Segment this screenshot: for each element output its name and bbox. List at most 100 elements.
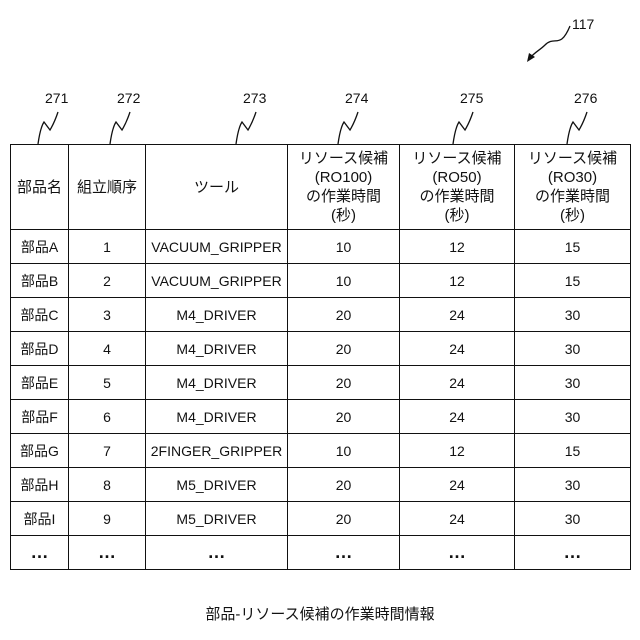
column-ref-label: 273 xyxy=(243,90,266,106)
leader-line xyxy=(38,112,58,144)
header-line: 組立順序 xyxy=(69,178,145,197)
table-cell: 30 xyxy=(515,502,631,536)
header-line: リソース候補 xyxy=(515,149,630,168)
table-row: 部品B2VACUUM_GRIPPER101215 xyxy=(11,264,631,298)
table-cell: 20 xyxy=(288,468,400,502)
header-line: (秒) xyxy=(400,206,514,225)
table-cell: 12 xyxy=(400,434,515,468)
table-cell: 部品F xyxy=(11,400,69,434)
table-cell: 20 xyxy=(288,332,400,366)
table-row: ……………… xyxy=(11,536,631,570)
table-cell: 20 xyxy=(288,298,400,332)
leader-line xyxy=(338,112,358,144)
table-cell: 24 xyxy=(400,400,515,434)
table-cell: 部品E xyxy=(11,366,69,400)
figure-arrow xyxy=(530,26,570,58)
table-cell: 8 xyxy=(69,468,146,502)
table-cell: 30 xyxy=(515,298,631,332)
table-cell: 2 xyxy=(69,264,146,298)
table-cell: 12 xyxy=(400,230,515,264)
table-cell: 部品H xyxy=(11,468,69,502)
leader-lines xyxy=(0,0,640,160)
leader-line xyxy=(567,112,587,144)
table-row: 部品H8M5_DRIVER202430 xyxy=(11,468,631,502)
table-cell: 15 xyxy=(515,230,631,264)
table-cell: M4_DRIVER xyxy=(146,332,288,366)
header-line: (RO30) xyxy=(515,168,630,187)
table-cell: … xyxy=(288,536,400,570)
table-cell: 24 xyxy=(400,502,515,536)
table-cell: M5_DRIVER xyxy=(146,468,288,502)
header-line: リソース候補 xyxy=(288,149,399,168)
table-cell: 10 xyxy=(288,264,400,298)
table-cell: 30 xyxy=(515,400,631,434)
table-cell: 1 xyxy=(69,230,146,264)
table-cell: 20 xyxy=(288,400,400,434)
table-cell: … xyxy=(146,536,288,570)
table-cell: 部品I xyxy=(11,502,69,536)
table-cell: … xyxy=(515,536,631,570)
header-line: ツール xyxy=(146,178,287,197)
caption: 部品-リソース候補の作業時間情報 xyxy=(0,603,640,624)
table-row: 部品A1VACUUM_GRIPPER101215 xyxy=(11,230,631,264)
table-cell: 24 xyxy=(400,332,515,366)
table-cell: 30 xyxy=(515,366,631,400)
column-ref-label: 276 xyxy=(574,90,597,106)
column-ref-label: 275 xyxy=(460,90,483,106)
table-cell: 12 xyxy=(400,264,515,298)
table-cell: M4_DRIVER xyxy=(146,298,288,332)
header-line: 部品名 xyxy=(11,178,68,197)
table-cell: 20 xyxy=(288,366,400,400)
table-cell: 部品B xyxy=(11,264,69,298)
header-line: (RO50) xyxy=(400,168,514,187)
table-cell: 10 xyxy=(288,434,400,468)
column-header: リソース候補(RO50)の作業時間(秒) xyxy=(400,145,515,230)
leader-line xyxy=(110,112,130,144)
table-row: 部品G72FINGER_GRIPPER101215 xyxy=(11,434,631,468)
table-cell: 20 xyxy=(288,502,400,536)
table-cell: 6 xyxy=(69,400,146,434)
table-cell: 部品C xyxy=(11,298,69,332)
table-cell: … xyxy=(69,536,146,570)
table-row: 部品D4M4_DRIVER202430 xyxy=(11,332,631,366)
table-row: 部品E5M4_DRIVER202430 xyxy=(11,366,631,400)
column-ref-label: 271 xyxy=(45,90,68,106)
column-header: リソース候補(RO100)の作業時間(秒) xyxy=(288,145,400,230)
table-cell: M5_DRIVER xyxy=(146,502,288,536)
table-cell: … xyxy=(11,536,69,570)
column-header: リソース候補(RO30)の作業時間(秒) xyxy=(515,145,631,230)
header-row: 部品名組立順序ツールリソース候補(RO100)の作業時間(秒)リソース候補(RO… xyxy=(11,145,631,230)
header-line: の作業時間 xyxy=(288,187,399,206)
table-cell: 24 xyxy=(400,298,515,332)
table-cell: 3 xyxy=(69,298,146,332)
header-line: リソース候補 xyxy=(400,149,514,168)
header-line: (秒) xyxy=(288,206,399,225)
table-cell: VACUUM_GRIPPER xyxy=(146,264,288,298)
table-cell: 部品A xyxy=(11,230,69,264)
table-cell: 部品D xyxy=(11,332,69,366)
column-ref-label: 272 xyxy=(117,90,140,106)
table-cell: 30 xyxy=(515,332,631,366)
table-cell: 4 xyxy=(69,332,146,366)
header-line: (RO100) xyxy=(288,168,399,187)
table-cell: 9 xyxy=(69,502,146,536)
table-cell: 24 xyxy=(400,468,515,502)
column-header: 部品名 xyxy=(11,145,69,230)
table-cell: … xyxy=(400,536,515,570)
table-cell: 15 xyxy=(515,434,631,468)
table-cell: M4_DRIVER xyxy=(146,400,288,434)
column-header: 組立順序 xyxy=(69,145,146,230)
leader-line xyxy=(453,112,473,144)
column-header: ツール xyxy=(146,145,288,230)
work-time-table: 部品名組立順序ツールリソース候補(RO100)の作業時間(秒)リソース候補(RO… xyxy=(10,144,631,570)
table-row: 部品I9M5_DRIVER202430 xyxy=(11,502,631,536)
table-cell: M4_DRIVER xyxy=(146,366,288,400)
table-cell: 24 xyxy=(400,366,515,400)
table-cell: VACUUM_GRIPPER xyxy=(146,230,288,264)
header-line: の作業時間 xyxy=(400,187,514,206)
table-cell: 部品G xyxy=(11,434,69,468)
table-cell: 5 xyxy=(69,366,146,400)
leader-line xyxy=(236,112,256,144)
table-cell: 30 xyxy=(515,468,631,502)
table-cell: 15 xyxy=(515,264,631,298)
